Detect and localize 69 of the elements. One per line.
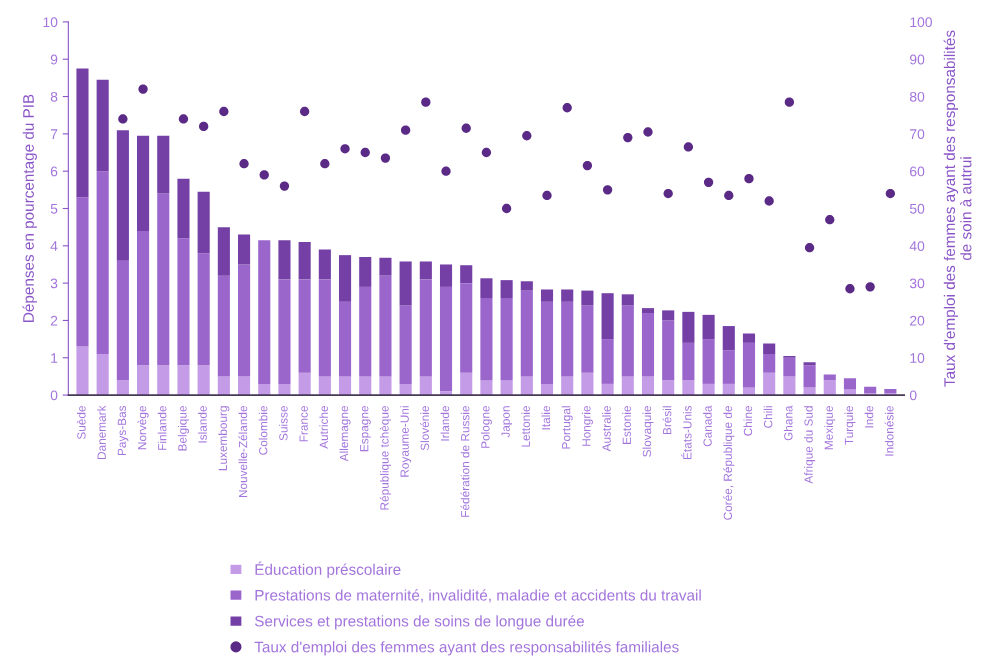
x-tick-label: Royaume-Uni	[400, 406, 412, 477]
x-tick-label: Suède	[76, 406, 86, 440]
legend-label: Éducation préscolaire	[255, 561, 401, 578]
x-tick-label: Suisse	[278, 406, 288, 441]
y-tick-label: 2	[50, 315, 58, 326]
legend-label: Taux d'emploi des femmes ayant des responsabilités familiales	[254, 641, 679, 656]
x-tick-label: Mexique	[824, 406, 836, 450]
x-tick-label: Canada	[703, 405, 712, 447]
y-tick-label: 10	[43, 17, 58, 28]
x-tick-label: France	[299, 406, 308, 442]
y-tick-label: 5	[50, 203, 58, 214]
y2-tick-label: 70	[910, 129, 925, 140]
x-tick-label: Brésil	[662, 406, 672, 435]
y2-tick-label: 40	[909, 241, 925, 251]
x-tick-label: Lettonie	[521, 406, 530, 447]
x-tick-label: Slovénie	[420, 406, 429, 451]
y2-axis-title: Taux d'emploi des femmes ayant des responsabilités de soin à autrui	[943, 30, 972, 387]
y-tick-label: 1	[51, 353, 58, 363]
x-tick-label: Chine	[743, 406, 753, 436]
x-tick-label: Luxembourg	[218, 406, 230, 471]
x-tick-label: Inde	[864, 406, 874, 428]
y-tick-label: 7	[50, 129, 58, 139]
x-tick-label: Pays-Bas	[117, 405, 129, 456]
x-tick-label: Chili	[763, 406, 773, 428]
x-tick-label: Estonie	[622, 406, 631, 444]
x-tick-label: Colombie	[258, 406, 268, 455]
x-tick-label: République tchèque	[379, 406, 392, 510]
y2-tick-label: 60	[910, 166, 925, 177]
x-tick-label: Corée, République de	[723, 406, 735, 520]
x-tick-label: Belgique	[177, 406, 189, 451]
x-tick-label: Turquie	[844, 406, 856, 445]
x-tick-label: Slovaquie	[642, 406, 654, 457]
y2-tick-label: 50	[909, 203, 925, 214]
x-tick-label: Indonésie	[884, 406, 894, 456]
y-tick-label: 8	[50, 91, 58, 102]
x-tick-label: Afrique du Sud	[804, 406, 816, 484]
y-tick-label: 9	[50, 54, 58, 65]
y2-tick-label: 100	[910, 17, 932, 28]
legend-label: Prestations de maternité, invalidité, maladie et accidents du travail	[255, 589, 701, 603]
x-tick-label: Nouvelle-Zélande	[238, 406, 248, 498]
y2-tick-label: 30	[909, 278, 925, 289]
y2-tick-label: 20	[910, 315, 925, 326]
legend-label: Services et prestations de soins de longue durée	[254, 615, 584, 630]
y-tick-label: 3	[50, 278, 58, 289]
y2-tick-label: 10	[910, 353, 925, 363]
y-tick-label: 6	[50, 166, 58, 177]
x-tick-label: États-Unis	[681, 405, 692, 459]
y2-tick-label: 80	[909, 91, 925, 102]
x-tick-label: Allemagne	[339, 406, 351, 462]
y2-tick-label: 90	[910, 54, 925, 65]
x-tick-label: Ghana	[783, 405, 793, 441]
x-tick-label: Pologne	[480, 406, 492, 448]
x-tick-label: Portugal	[561, 406, 573, 449]
x-tick-label: Norvège	[137, 406, 149, 450]
y-tick-label: 0	[50, 390, 58, 401]
y2-tick-label: 0	[909, 390, 917, 401]
x-tick-label: Danemark	[97, 405, 106, 459]
x-tick-label: Hongrie	[581, 406, 593, 446]
x-tick-label: Finlande	[157, 406, 167, 450]
x-tick-label: Irlande	[440, 406, 450, 441]
x-tick-label: Australie	[602, 406, 611, 452]
x-tick-label: Islande	[198, 406, 207, 443]
x-tick-label: Fédération de Russie	[460, 406, 470, 517]
y-tick-label: 4	[50, 241, 58, 251]
y-axis-title: Dépenses en pourcentage du PIB	[22, 94, 37, 322]
x-tick-label: Japon	[501, 406, 513, 438]
x-tick-label: Espagne	[360, 406, 371, 452]
x-tick-label: Autriche	[319, 406, 329, 449]
x-tick-label: Italie	[541, 406, 551, 430]
